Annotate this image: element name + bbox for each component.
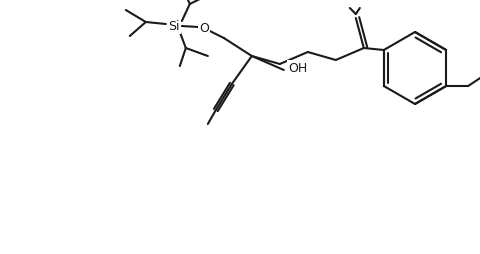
Text: OH: OH (288, 61, 308, 74)
Text: Si: Si (168, 20, 180, 33)
Text: O: O (199, 22, 209, 35)
